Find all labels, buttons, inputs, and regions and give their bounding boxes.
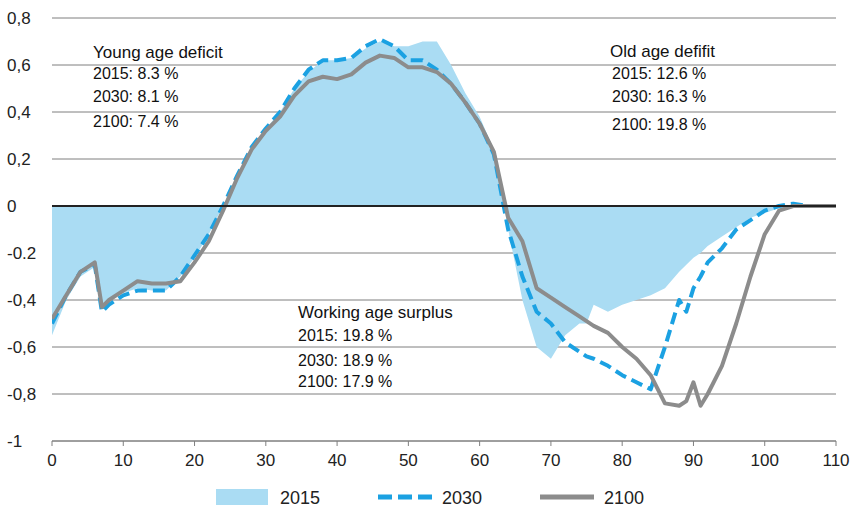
annotation-line: 2100: 19.8 %: [612, 116, 706, 133]
chart: -1-0,8-0,6-0,4-0.200,20,40,60,8010203040…: [0, 0, 861, 520]
x-tick-label: 100: [751, 451, 779, 470]
x-tick-label: 60: [470, 451, 489, 470]
y-tick-label: -1: [7, 432, 22, 451]
x-tick: [836, 441, 837, 446]
annotation-line: 2030: 18.9 %: [298, 352, 392, 369]
annotation-line: 2030: 8.1 %: [93, 88, 178, 105]
x-tick: [52, 441, 53, 446]
x-tick: [123, 441, 124, 446]
x-tick-label: 0: [47, 451, 56, 470]
annotation-title: Young age deficit: [93, 43, 223, 62]
annotation-title: Old age defifit: [610, 42, 715, 61]
y-tick-label: 0,4: [7, 103, 31, 122]
legend-label: 2100: [604, 488, 644, 508]
grid-line: [52, 394, 836, 395]
annotation-line: 2100: 17.9 %: [298, 373, 392, 390]
x-axis-line: [52, 441, 836, 442]
annotation-line: 2015: 19.8 %: [298, 327, 392, 344]
x-tick: [479, 441, 480, 446]
line-series: [52, 39, 836, 389]
annotation-line: 2100: 7.4 %: [93, 113, 178, 130]
annotation-line: 2015: 12.6 %: [612, 65, 706, 82]
x-tick-label: 110: [822, 451, 849, 470]
y-tick-label: -0,6: [7, 338, 36, 357]
legend: 2015 2030 2100: [216, 488, 644, 508]
x-tick-label: 10: [114, 451, 133, 470]
x-tick-label: 30: [256, 451, 275, 470]
x-tick-label: 40: [328, 451, 347, 470]
annotation-line: 2030: 16.3 %: [612, 88, 706, 105]
grid-line: [52, 441, 836, 442]
x-tick: [550, 441, 551, 446]
legend-swatch: [378, 495, 432, 500]
x-tick: [764, 441, 765, 446]
line-series: [52, 56, 836, 406]
y-tick-label: -0,4: [7, 291, 36, 310]
annotation-title: Working age surplus: [298, 303, 453, 322]
area-series: [52, 42, 836, 359]
x-tick-label: 90: [684, 451, 703, 470]
x-tick: [693, 441, 694, 446]
y-tick-label: 0,2: [7, 150, 31, 169]
y-tick-label: 0: [7, 197, 16, 216]
x-tick-label: 50: [399, 451, 418, 470]
grid-line: [52, 300, 836, 301]
legend-swatch: [216, 489, 268, 505]
y-tick-label: -0.2: [7, 244, 36, 263]
zero-line: [52, 205, 836, 207]
x-tick-label: 70: [541, 451, 560, 470]
grid: [52, 18, 836, 441]
grid-line: [52, 347, 836, 348]
annotation-line: 2015: 8.3 %: [93, 65, 178, 82]
x-tick: [194, 441, 195, 446]
x-tick: [337, 441, 338, 446]
y-tick-label: 0,6: [7, 56, 31, 75]
grid-line: [52, 18, 836, 19]
y-tick-label: 0,8: [7, 9, 31, 28]
legend-label: 2015: [280, 488, 320, 508]
plot-data: [52, 39, 836, 406]
x-tick: [622, 441, 623, 446]
x-tick: [408, 441, 409, 446]
x-tick: [265, 441, 266, 446]
y-tick-label: -0,8: [7, 385, 36, 404]
legend-swatch: [540, 495, 594, 500]
legend-label: 2030: [442, 488, 482, 508]
x-tick-label: 80: [613, 451, 632, 470]
x-tick-label: 20: [185, 451, 204, 470]
